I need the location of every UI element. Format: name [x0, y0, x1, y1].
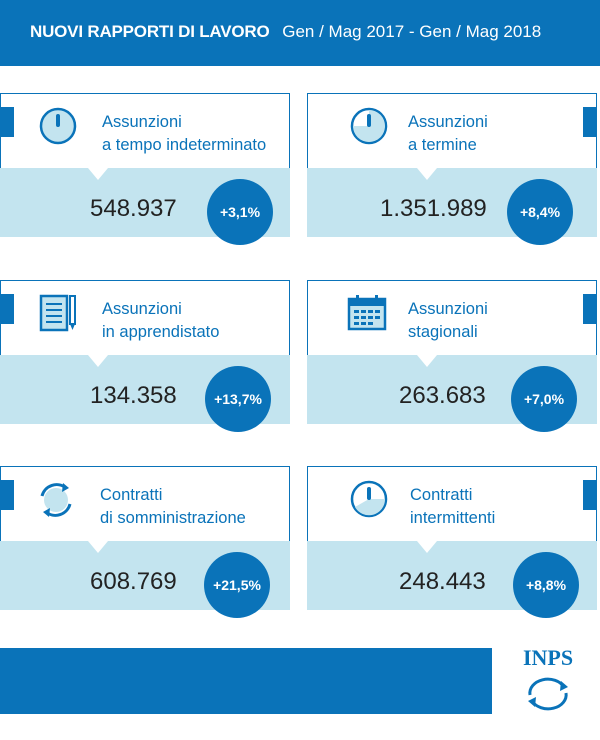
growth-badge: +7,0% [511, 366, 577, 432]
card-intermittenti: Contratti intermittenti 248.443 +8,8% [307, 466, 597, 618]
stopwatch-icon [39, 107, 77, 145]
card-tab [0, 480, 14, 510]
card-title-line1: Contratti [100, 486, 163, 504]
header-text: NUOVI RAPPORTI DI LAVORO Gen / Mag 2017 … [30, 22, 541, 42]
card-notch [88, 355, 108, 367]
calendar-icon [347, 295, 387, 331]
card-tempo-indeterminato: Assunzioni a tempo indeterminato 548.937… [0, 93, 290, 245]
card-value: 248.443 [399, 568, 486, 595]
card-notch [417, 168, 437, 180]
card-title-line2: a termine [408, 136, 477, 154]
header-bar: NUOVI RAPPORTI DI LAVORO Gen / Mag 2017 … [0, 0, 600, 66]
card-a-termine: Assunzioni a termine 1.351.989 +8,4% [307, 93, 597, 245]
timer-icon [350, 107, 388, 145]
card-notch [417, 355, 437, 367]
card-notch [88, 541, 108, 553]
notepad-pencil-icon [39, 294, 76, 332]
card-title-line2: a tempo indeterminato [102, 136, 267, 154]
gauge-icon [350, 480, 388, 518]
card-title-line1: Assunzioni [102, 300, 182, 318]
card-title-line2: stagionali [408, 323, 478, 341]
card-tab [583, 107, 597, 137]
growth-badge: +3,1% [207, 179, 273, 245]
card-title-line2: in apprendistato [102, 323, 220, 341]
card-title-line1: Assunzioni [408, 300, 488, 318]
card-value: 134.358 [90, 382, 177, 409]
card-title-line1: Assunzioni [102, 113, 182, 131]
cycle-arrows-icon [40, 483, 72, 517]
card-somministrazione: Contratti di somministrazione 608.769 +2… [0, 466, 290, 618]
card-notch [88, 168, 108, 180]
card-apprendistato: Assunzioni in apprendistato 134.358 +13,… [0, 280, 290, 432]
card-value: 1.351.989 [380, 195, 487, 222]
growth-badge: +8,4% [507, 179, 573, 245]
growth-badge: +8,8% [513, 552, 579, 618]
card-tab [0, 294, 14, 324]
footer-bar [0, 648, 492, 714]
inps-logo: INPS [520, 645, 576, 715]
card-notch [417, 541, 437, 553]
card-tab [0, 107, 14, 137]
card-value: 608.769 [90, 568, 177, 595]
growth-badge: +13,7% [205, 366, 271, 432]
card-tab [583, 294, 597, 324]
card-stagionali: Assunzioni stagionali 263.683 +7,0% [307, 280, 597, 432]
card-title-line2: intermittenti [410, 509, 496, 527]
card-title-line1: Contratti [410, 486, 473, 504]
card-title-line2: di somministrazione [100, 509, 246, 527]
growth-badge: +21,5% [204, 552, 270, 618]
page-title: NUOVI RAPPORTI DI LAVORO [30, 22, 270, 41]
card-title-line1: Assunzioni [408, 113, 488, 131]
period-label: Gen / Mag 2017 - Gen / Mag 2018 [282, 22, 542, 41]
logo-emblem-icon [528, 677, 568, 711]
card-tab [583, 480, 597, 510]
card-value: 548.937 [90, 195, 177, 222]
logo-text: INPS [522, 645, 574, 670]
card-value: 263.683 [399, 382, 486, 409]
